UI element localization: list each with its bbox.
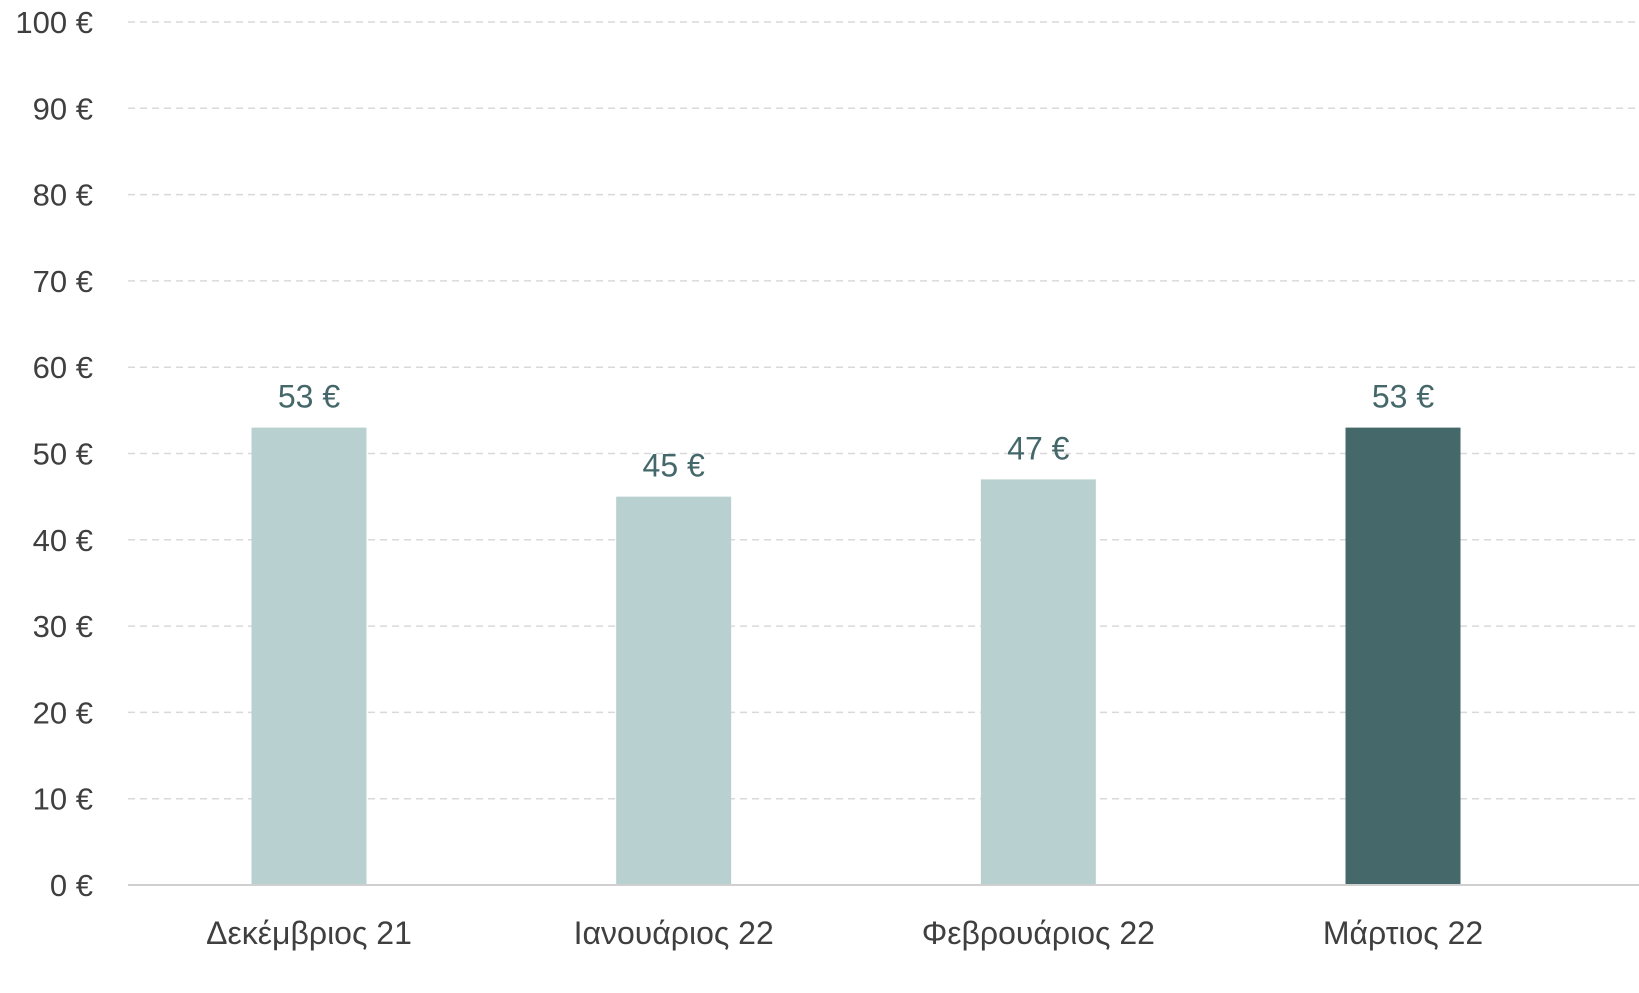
y-tick-label: 90 € xyxy=(33,91,93,126)
y-tick-label: 100 € xyxy=(15,5,93,40)
y-axis-ticks: 0 € 10 € 20 € 30 € 40 € 50 € 60 € 70 € 80 € 90 € 1… xyxy=(15,5,93,903)
bar xyxy=(1345,427,1461,885)
y-tick-label: 30 € xyxy=(33,609,93,644)
data-label: 47 € xyxy=(1007,430,1069,466)
x-tick-label: Ιανουάριος 22 xyxy=(574,915,774,951)
data-label: 45 € xyxy=(643,448,705,484)
y-tick-label: 10 € xyxy=(33,782,93,817)
bar xyxy=(616,496,732,885)
y-tick-label: 80 € xyxy=(33,178,93,213)
data-label: 53 € xyxy=(278,379,340,415)
x-axis-ticks: Δεκέμβριος 21 Ιανουάριος 22 Φεβρουάριος 22… xyxy=(206,915,1483,951)
data-labels: 53 € 45 € 47 € 53 € xyxy=(278,379,1434,484)
bar xyxy=(980,479,1096,885)
y-tick-label: 70 € xyxy=(33,264,93,299)
y-tick-label: 20 € xyxy=(33,695,93,730)
data-label: 53 € xyxy=(1372,379,1434,415)
y-tick-label: 60 € xyxy=(33,350,93,385)
x-tick-label: Φεβρουάριος 22 xyxy=(922,915,1155,951)
bar xyxy=(251,427,367,885)
y-tick-label: 40 € xyxy=(33,523,93,558)
y-tick-label: 0 € xyxy=(50,868,93,903)
y-tick-label: 50 € xyxy=(33,437,93,472)
x-tick-label: Δεκέμβριος 21 xyxy=(206,915,412,951)
bars xyxy=(251,427,1461,885)
x-tick-label: Μάρτιος 22 xyxy=(1323,915,1483,951)
